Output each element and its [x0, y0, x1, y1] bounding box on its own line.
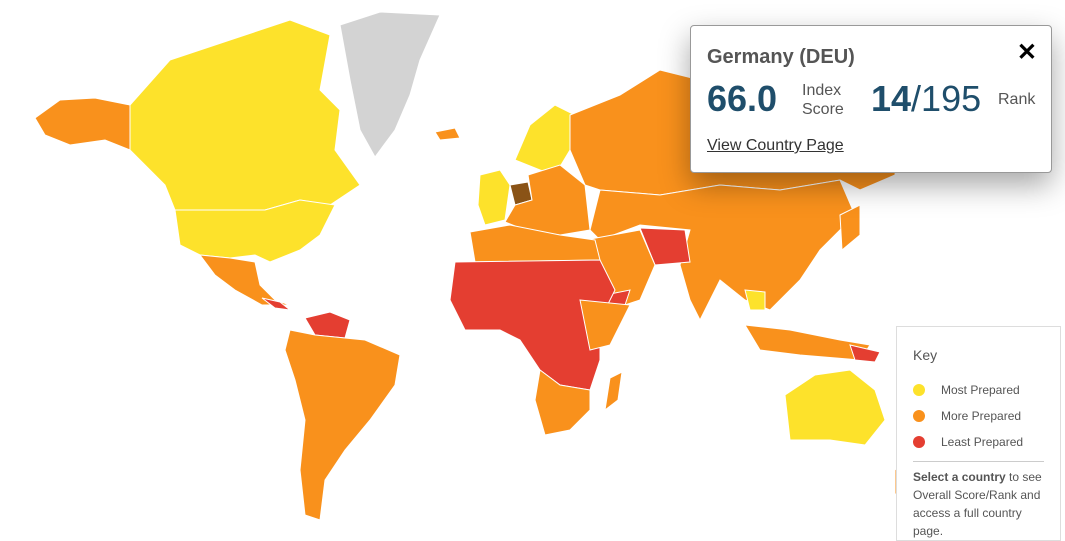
key-label: More Prepared	[941, 409, 1022, 423]
region-australia[interactable]	[784, 369, 886, 446]
region-southeast-asia[interactable]	[744, 289, 766, 311]
region-indonesia[interactable]	[744, 324, 871, 361]
rank-total: /195	[911, 78, 982, 119]
region-southern-africa[interactable]	[534, 369, 591, 436]
region-japan[interactable]	[839, 204, 861, 252]
key-item-least: Least Prepared	[913, 429, 1044, 455]
region-venezuela[interactable]	[304, 311, 351, 339]
key-title: Key	[913, 347, 938, 363]
region-western-europe[interactable]	[477, 169, 511, 226]
rank-label: Rank	[998, 91, 1036, 108]
region-east-africa[interactable]	[579, 299, 631, 351]
region-asia[interactable]	[589, 179, 856, 322]
region-madagascar[interactable]	[604, 371, 623, 412]
region-usa[interactable]	[174, 199, 336, 263]
view-country-page-link[interactable]: View Country Page	[707, 137, 844, 154]
region-papua[interactable]	[849, 344, 881, 363]
index-score: 66.0	[707, 78, 778, 119]
map-key: Key Most Prepared More Prepared Least Pr…	[896, 326, 1061, 541]
divider	[913, 461, 1044, 462]
yellow-dot-icon	[913, 384, 925, 396]
note-bold: Select a country	[913, 470, 1006, 484]
region-alaska[interactable]	[34, 97, 131, 151]
country-tooltip: Germany (DEU) ✕ 66.0 Index Score 14/195 R…	[690, 25, 1052, 173]
note-rest: to see Overall Score/Rank and access a f…	[913, 470, 1042, 538]
key-note: Select a country to see Overall Score/Ra…	[913, 468, 1044, 540]
rank: 14	[871, 78, 912, 119]
country-name: Germany (DEU)	[707, 46, 855, 68]
key-item-most: Most Prepared	[913, 377, 1044, 403]
region-greenland[interactable]	[339, 11, 441, 158]
region-mexico[interactable]	[198, 254, 291, 306]
key-label: Most Prepared	[941, 383, 1020, 397]
key-item-more: More Prepared	[913, 403, 1044, 429]
region-scandinavia[interactable]	[514, 104, 576, 176]
key-label: Least Prepared	[941, 435, 1024, 449]
region-central-america[interactable]	[261, 297, 292, 311]
region-canada[interactable]	[129, 19, 361, 211]
close-icon[interactable]: ✕	[1016, 39, 1037, 66]
region-south-america[interactable]	[284, 329, 401, 521]
region-iceland[interactable]	[434, 127, 461, 141]
red-dot-icon	[913, 436, 925, 448]
index-score-label: Index Score	[802, 81, 844, 119]
orange-dot-icon	[913, 410, 925, 422]
rank-value: 14/195	[871, 78, 981, 120]
label-line-1: Index	[802, 82, 842, 99]
label-line-2: Score	[802, 101, 844, 118]
